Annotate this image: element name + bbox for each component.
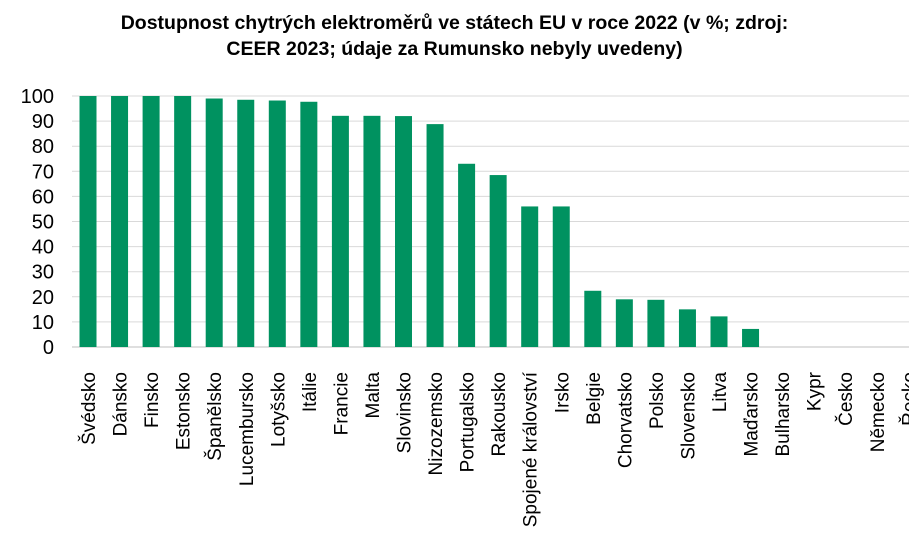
x-tick-label: Španělsko [204, 372, 226, 461]
bar-16 [584, 290, 602, 347]
bar-12 [458, 163, 476, 347]
bar-7 [300, 101, 318, 348]
y-axis-tick-labels: 0 10 20 30 40 50 60 70 80 90 100 [21, 86, 54, 359]
x-tick-label: Francie [331, 372, 352, 435]
chart-title: Dostupnost chytrých elektroměrů ve státe… [0, 10, 909, 62]
x-tick-label: Litva [710, 372, 731, 413]
x-tick-label: Belgie [584, 372, 605, 425]
y-tick-label: 70 [32, 161, 54, 183]
x-tick-label: Finsko [142, 372, 163, 428]
y-tick-label: 30 [32, 262, 54, 284]
bar-11 [426, 124, 444, 347]
x-tick-label: Slovinsko [395, 372, 416, 453]
bar-19 [678, 309, 696, 347]
bar-9 [363, 115, 381, 347]
y-tick-label: 20 [32, 287, 54, 309]
bar-0 [79, 96, 97, 347]
x-tick-label: Česko [835, 372, 857, 426]
bar-17 [615, 299, 633, 347]
y-tick-label: 50 [32, 212, 54, 234]
bars [79, 96, 760, 348]
x-tick-label: Chorvatsko [615, 372, 636, 468]
x-tick-label: Nizozemsko [426, 372, 447, 475]
y-tick-label: 40 [32, 237, 54, 259]
bar-15 [552, 206, 570, 347]
x-tick-label: Lucembursko [237, 372, 258, 486]
bar-10 [395, 116, 412, 347]
bar-21 [742, 328, 760, 347]
x-tick-label: Dánsko [111, 372, 132, 436]
y-tick-label: 90 [32, 111, 54, 133]
y-tick-label: 10 [32, 312, 54, 334]
x-tick-label: Maďarsko [742, 372, 763, 457]
bar-6 [268, 100, 286, 348]
x-tick-label: Švédsko [78, 372, 100, 445]
x-tick-label: Irsko [552, 372, 573, 413]
x-tick-label: Slovensko [678, 372, 699, 460]
x-tick-label: Řecko [898, 372, 909, 426]
x-tick-label: Bulharsko [773, 372, 794, 457]
bar-14 [521, 206, 539, 347]
x-axis-tick-labels: Švédsko Dánsko Finsko Estonsko Španělsko Luce… [78, 371, 909, 527]
x-tick-label: Lotyšsko [268, 372, 289, 447]
bar-8 [331, 115, 349, 347]
x-tick-label: Portugalsko [458, 372, 479, 472]
chart-title-line-1: Dostupnost chytrých elektroměrů ve státe… [120, 12, 789, 34]
bar-3 [174, 96, 192, 347]
y-tick-label: 80 [32, 136, 54, 158]
bar-2 [142, 96, 160, 347]
y-tick-label: 0 [43, 337, 54, 359]
bar-4 [205, 98, 223, 347]
x-tick-label: Polsko [647, 372, 668, 429]
bar-1 [111, 96, 129, 347]
x-tick-label: Estonsko [174, 372, 195, 450]
x-tick-label: Malta [363, 372, 384, 419]
y-tick-label: 100 [21, 86, 54, 108]
x-tick-label: Německo [868, 372, 889, 452]
x-tick-label: Rakousko [489, 372, 510, 457]
x-tick-label: Kypr [805, 371, 826, 411]
x-tick-label: Itálie [300, 372, 321, 412]
bar-18 [647, 299, 665, 347]
x-tick-label: Spojené království [521, 371, 542, 527]
bar-5 [237, 99, 255, 348]
bar-13 [489, 175, 507, 347]
bar-20 [710, 316, 728, 347]
chart-title-line-2: CEER 2023; údaje za Rumunsko nebyly uved… [226, 38, 683, 60]
y-tick-label: 60 [32, 186, 54, 208]
